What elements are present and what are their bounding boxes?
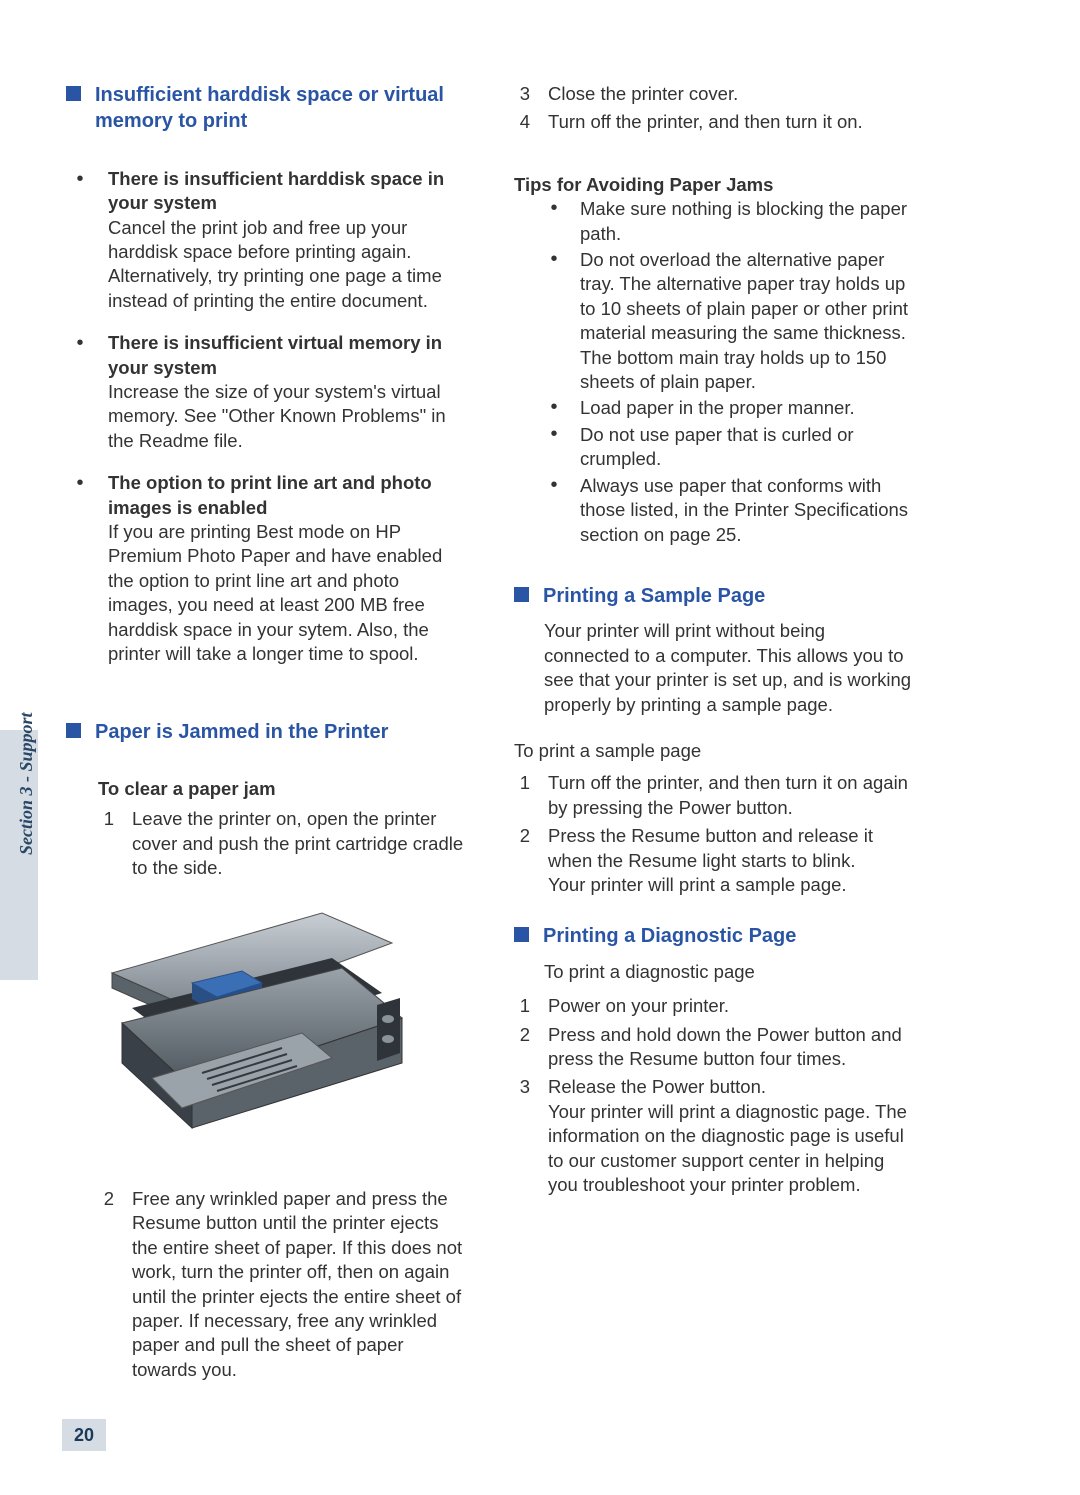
heading-text: Insufficient harddisk space or virtual m…	[95, 82, 466, 135]
bullet-body-text: If you are printing Best mode on HP Prem…	[108, 520, 466, 666]
bullet-item: • The option to print line art and photo…	[70, 471, 466, 666]
step-number: 4	[514, 110, 530, 134]
numbered-step: 1 Turn off the printer, and then turn it…	[514, 771, 914, 820]
numbered-step: 2 Press and hold down the Power button a…	[514, 1023, 914, 1072]
heading-text: Paper is Jammed in the Printer	[95, 719, 388, 745]
bullet-dot-icon: •	[70, 471, 90, 666]
step-number: 2	[98, 1187, 114, 1382]
tip-item: • Load paper in the proper manner.	[546, 396, 914, 420]
section-heading-harddisk: Insufficient harddisk space or virtual m…	[66, 82, 466, 135]
bullet-title: The option to print line art and photo i…	[108, 471, 466, 520]
heading-text: Printing a Sample Page	[543, 583, 765, 609]
step-number: 1	[514, 771, 530, 820]
step-text: Turn off the printer, and then turn it o…	[548, 771, 914, 820]
numbered-step: 1 Leave the printer on, open the printer…	[98, 807, 466, 880]
tip-item: • Always use paper that conforms with th…	[546, 474, 914, 547]
section-heading-diagnostic: Printing a Diagnostic Page	[514, 923, 914, 949]
bullet-dot-icon: •	[70, 331, 90, 453]
step-text: Turn off the printer, and then turn it o…	[548, 110, 914, 134]
numbered-step: 4 Turn off the printer, and then turn it…	[514, 110, 914, 134]
step-text: Release the Power button. Your printer w…	[548, 1075, 914, 1197]
bullet-item: • There is insufficient virtual memory i…	[70, 331, 466, 453]
section-heading-sample: Printing a Sample Page	[514, 583, 914, 609]
page-content: Insufficient harddisk space or virtual m…	[66, 82, 1026, 1386]
left-column: Insufficient harddisk space or virtual m…	[66, 82, 466, 1386]
step-text: Free any wrinkled paper and press the Re…	[132, 1187, 466, 1382]
section-heading-jam: Paper is Jammed in the Printer	[66, 719, 466, 745]
tip-text: Do not overload the alternative paper tr…	[580, 248, 914, 394]
square-bullet-icon	[66, 86, 81, 101]
step-text: Press and hold down the Power button and…	[548, 1023, 914, 1072]
bullet-title: There is insufficient harddisk space in …	[108, 167, 466, 216]
square-bullet-icon	[514, 587, 529, 602]
numbered-step: 2 Free any wrinkled paper and press the …	[98, 1187, 466, 1382]
step-number: 2	[514, 824, 530, 897]
heading-text: Printing a Diagnostic Page	[543, 923, 796, 949]
lead-text: To print a sample page	[514, 739, 914, 763]
step-text: Leave the printer on, open the printer c…	[132, 807, 466, 880]
step-number: 3	[514, 82, 530, 106]
bullet-body-text: Increase the size of your system's virtu…	[108, 380, 466, 453]
right-column: 3 Close the printer cover. 4 Turn off th…	[514, 82, 914, 1386]
step-number: 3	[514, 1075, 530, 1197]
bullet-dot-icon: •	[546, 423, 562, 472]
tip-text: Do not use paper that is curled or crump…	[580, 423, 914, 472]
bullet-dot-icon: •	[546, 474, 562, 547]
section-intro: Your printer will print without being co…	[544, 619, 914, 717]
subheading-tips: Tips for Avoiding Paper Jams	[514, 173, 914, 197]
sidebar-tab: Section 3 - Support	[0, 730, 38, 980]
step-text: Press the Resume button and release it w…	[548, 824, 914, 897]
subheading: To clear a paper jam	[98, 777, 466, 801]
lead-text: To print a diagnostic page	[544, 960, 914, 984]
step-text: Close the printer cover.	[548, 82, 914, 106]
square-bullet-icon	[514, 927, 529, 942]
tip-text: Always use paper that conforms with thos…	[580, 474, 914, 547]
step-number: 1	[98, 807, 114, 880]
bullet-body-text: Cancel the print job and free up your ha…	[108, 216, 466, 314]
tip-text: Load paper in the proper manner.	[580, 396, 914, 420]
printer-illustration	[82, 903, 466, 1159]
bullet-dot-icon: •	[546, 248, 562, 394]
page-number: 20	[62, 1419, 106, 1451]
bullet-dot-icon: •	[546, 197, 562, 246]
square-bullet-icon	[66, 723, 81, 738]
step-text: Power on your printer.	[548, 994, 914, 1018]
sidebar-section-label: Section 3 - Support	[16, 712, 37, 855]
bullet-dot-icon: •	[546, 396, 562, 420]
bullet-title: There is insufficient virtual memory in …	[108, 331, 466, 380]
numbered-step: 3 Release the Power button. Your printer…	[514, 1075, 914, 1197]
bullet-dot-icon: •	[70, 167, 90, 313]
numbered-step: 1 Power on your printer.	[514, 994, 914, 1018]
tip-item: • Do not use paper that is curled or cru…	[546, 423, 914, 472]
numbered-step: 3 Close the printer cover.	[514, 82, 914, 106]
step-number: 2	[514, 1023, 530, 1072]
numbered-step: 2 Press the Resume button and release it…	[514, 824, 914, 897]
tip-item: • Do not overload the alternative paper …	[546, 248, 914, 394]
tip-text: Make sure nothing is blocking the paper …	[580, 197, 914, 246]
step-number: 1	[514, 994, 530, 1018]
bullet-item: • There is insufficient harddisk space i…	[70, 167, 466, 313]
tip-item: • Make sure nothing is blocking the pape…	[546, 197, 914, 246]
